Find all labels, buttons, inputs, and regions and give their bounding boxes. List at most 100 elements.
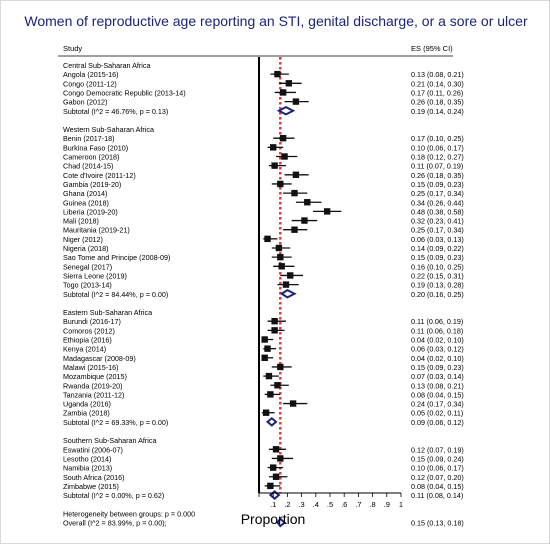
effect-size-text: 0.20 (0.16, 0.25) xyxy=(411,290,464,299)
study-label: Benin (2017-18) xyxy=(63,134,115,143)
study-label: Nigeria (2018) xyxy=(63,244,109,253)
x-tick-label: .6 xyxy=(341,500,347,509)
study-marker xyxy=(275,244,283,252)
study-marker xyxy=(261,354,268,361)
effect-size-text: 0.22 (0.15, 0.31) xyxy=(411,271,464,280)
study-marker xyxy=(291,226,298,233)
study-marker xyxy=(271,318,278,325)
x-axis-label: Proportion xyxy=(241,511,306,527)
effect-size-text: 0.21 (0.14, 0.30) xyxy=(411,79,464,88)
study-label: Angola (2015-16) xyxy=(63,70,119,79)
study-marker xyxy=(292,98,300,105)
effect-size-text: 0.04 (0.02, 0.10) xyxy=(411,354,464,363)
effect-size-text: 0.08 (0.04, 0.15) xyxy=(411,390,464,399)
study-label: Eswatini (2006-07) xyxy=(63,445,123,454)
x-tick-label: .4 xyxy=(313,500,319,509)
effect-size-text: 0.13 (0.08, 0.21) xyxy=(411,70,464,79)
study-label: Togo (2013-14) xyxy=(63,281,112,290)
study-marker xyxy=(264,235,271,243)
study-marker xyxy=(285,80,293,87)
pooled-diamond xyxy=(265,416,278,427)
effect-size-text: 0.25 (0.17, 0.34) xyxy=(411,226,464,235)
effect-size-text: 0.15 (0.09, 0.23) xyxy=(411,253,464,262)
effect-size-text: 0.32 (0.23, 0.41) xyxy=(411,217,464,226)
chart-title: Women of reproductive age reporting an S… xyxy=(24,13,528,29)
x-tick-label: 1 xyxy=(399,500,403,509)
study-label: Namibia (2013) xyxy=(63,464,112,473)
study-marker xyxy=(272,446,280,453)
effect-size-text: 0.11 (0.06, 0.19) xyxy=(411,317,463,326)
study-label: Guinea (2018) xyxy=(63,198,109,207)
study-marker xyxy=(292,171,300,178)
study-label: Madagascar (2008-09) xyxy=(63,354,136,363)
study-label: Tanzania (2011-12) xyxy=(63,390,124,399)
effect-size-text: 0.09 (0.06, 0.12) xyxy=(411,418,464,427)
effect-size-text: 0.11 (0.07, 0.19) xyxy=(411,162,463,171)
x-tick-label: .8 xyxy=(369,500,375,509)
study-label: Uganda (2016) xyxy=(63,400,111,409)
effect-size-text: 0.24 (0.17, 0.34) xyxy=(411,400,464,409)
study-label: South Africa (2016) xyxy=(63,473,125,482)
effect-size-text: 0.10 (0.06, 0.17) xyxy=(411,143,464,152)
x-tick-label: .3 xyxy=(298,500,304,509)
subtotal-label: Overall (I^2 = 83.99%, p = 0.00); xyxy=(63,519,167,528)
study-label: Liberia (2019-20) xyxy=(63,207,118,216)
group-header: Western Sub-Saharan Africa xyxy=(63,125,154,134)
study-marker xyxy=(270,464,277,471)
study-label: Ghana (2014) xyxy=(63,189,107,198)
study-marker xyxy=(261,336,268,343)
study-marker xyxy=(262,409,270,416)
effect-size-text: 0.17 (0.10, 0.25) xyxy=(411,134,464,143)
study-label: Sierra Leone (2019) xyxy=(63,271,127,280)
study-label: Gambia (2019-20) xyxy=(63,180,121,189)
effect-size-text: 0.17 (0.11, 0.26) xyxy=(411,88,463,97)
study-marker xyxy=(301,217,308,224)
x-tick-label: .7 xyxy=(355,500,361,509)
study-marker xyxy=(277,180,284,188)
effect-size-text: 0.12 (0.07, 0.19) xyxy=(411,445,464,454)
effect-size-text: 0.14 (0.09, 0.22) xyxy=(411,244,464,253)
effect-size-text: 0.15 (0.09, 0.24) xyxy=(411,454,464,463)
study-label: Burkina Faso (2010) xyxy=(63,143,128,152)
x-tick-label: .5 xyxy=(327,500,333,509)
study-marker xyxy=(267,482,274,490)
study-marker xyxy=(277,253,284,261)
effect-size-text: 0.34 (0.26, 0.44) xyxy=(411,198,464,207)
study-marker xyxy=(272,473,280,480)
effect-size-text: 0.13 (0.08, 0.21) xyxy=(411,381,464,390)
column-header-es: ES (95% CI) xyxy=(411,44,453,53)
study-marker xyxy=(291,189,298,197)
effect-size-text: 0.12 (0.07, 0.20) xyxy=(411,473,464,482)
study-marker xyxy=(277,363,284,371)
study-label: Chad (2014-15) xyxy=(63,162,113,171)
study-marker xyxy=(267,391,274,398)
group-header: Central Sub-Saharan Africa xyxy=(63,61,151,70)
effect-size-text: 0.06 (0.03, 0.12) xyxy=(411,345,464,354)
study-label: Malawi (2015-16) xyxy=(63,363,119,372)
x-tick-label: .9 xyxy=(384,500,390,509)
study-marker xyxy=(279,135,287,142)
study-label: Cameroon (2018) xyxy=(63,153,119,162)
study-label: Ethiopia (2016) xyxy=(63,336,112,345)
study-marker xyxy=(271,162,278,169)
study-marker xyxy=(270,144,277,151)
study-label: Cote d'Ivoire (2011-12) xyxy=(63,171,136,180)
pooled-diamond xyxy=(276,106,296,116)
study-marker xyxy=(265,372,273,380)
study-label: Rwanda (2019-20) xyxy=(63,381,123,390)
study-label: Mali (2018) xyxy=(63,217,99,226)
effect-size-text: 0.06 (0.03, 0.13) xyxy=(411,235,464,244)
study-marker xyxy=(323,208,331,215)
study-marker xyxy=(279,89,287,96)
pooled-diamond xyxy=(276,517,287,528)
study-label: Congo (2011-12) xyxy=(63,79,117,88)
study-marker xyxy=(304,199,311,206)
pooled-diamond xyxy=(279,289,297,299)
study-label: Senegal (2017) xyxy=(63,262,112,271)
subtotal-label: Subtotal (I^2 = 84.44%, p = 0.00) xyxy=(63,290,168,299)
effect-size-text: 0.26 (0.18, 0.35) xyxy=(411,171,464,180)
study-marker xyxy=(274,382,281,389)
x-tick-label: .1 xyxy=(270,500,276,509)
effect-size-text: 0.11 (0.06, 0.18) xyxy=(411,326,463,335)
